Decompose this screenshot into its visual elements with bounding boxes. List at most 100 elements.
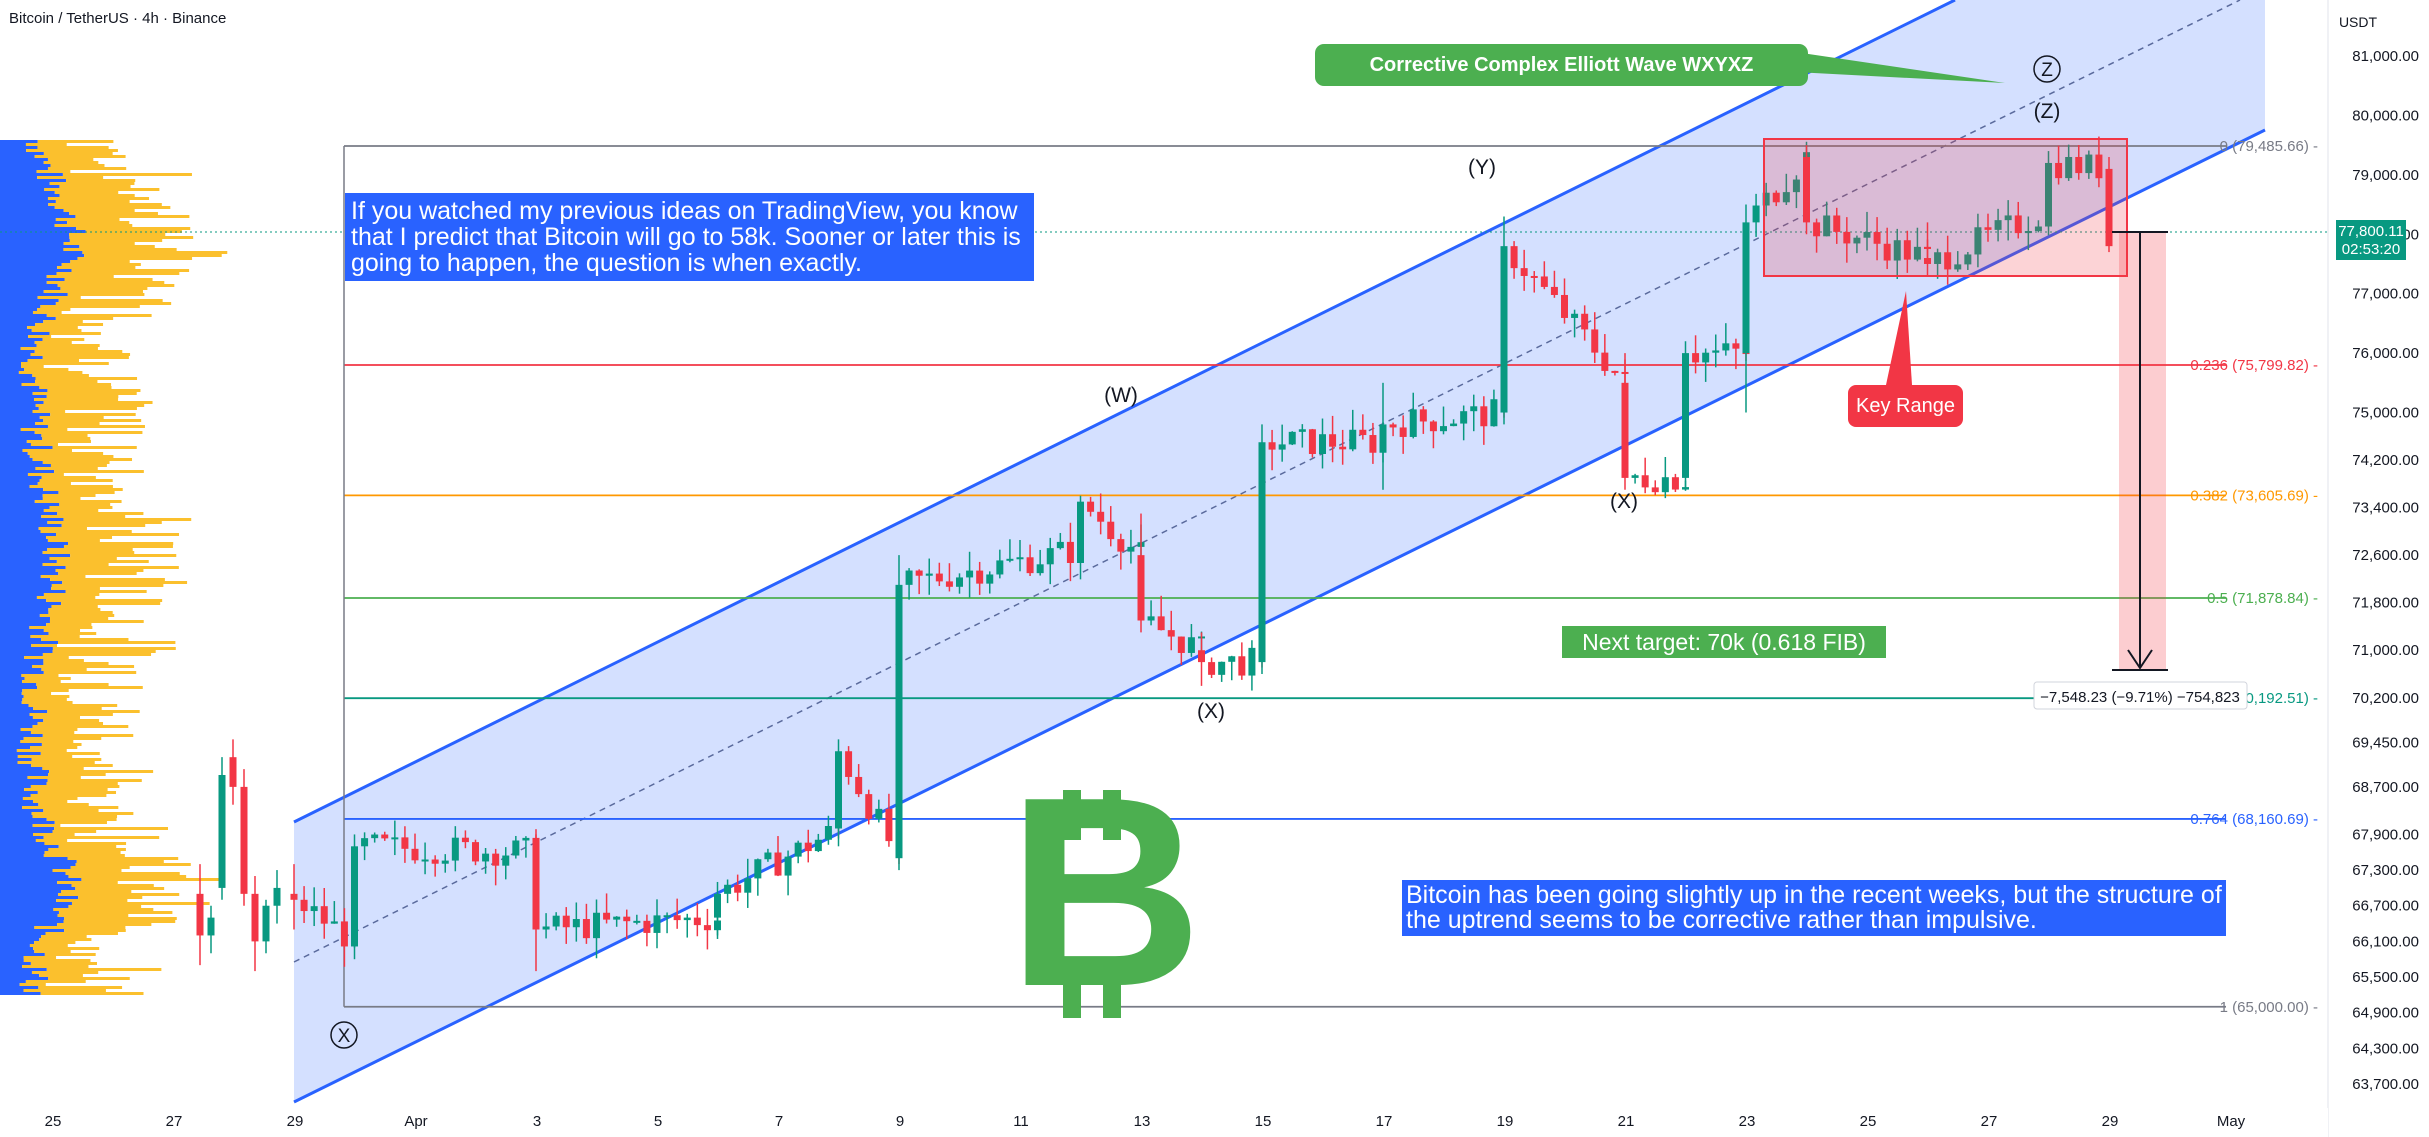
candle-body [240,786,248,894]
volume-profile-bar [56,533,180,536]
candle-body [2055,162,2063,179]
wave-label-circle-x [330,1021,358,1049]
volume-profile-bar [0,581,63,584]
fib-label-1: 0.236 (75,799.82) - [2190,357,2318,374]
volume-profile-bar [0,866,71,869]
volume-profile-bar [0,890,62,893]
symbol-header[interactable]: Bitcoin / TetherUS · 4h · Binance [9,10,227,27]
candle-body [1258,442,1266,663]
volume-profile-bar [47,521,162,524]
volume-profile-bar [0,914,58,917]
time-tick-16: 27 [1981,1113,1998,1130]
volume-profile-bar [20,740,74,743]
next-target-note[interactable]: Next target: 70k (0.618 FIB) [1562,626,1886,658]
price-tick-14: 68,700.00 [2352,779,2419,796]
fib-label-3: 0.5 (71,878.84) - [2207,590,2318,607]
volume-profile-bar [46,314,152,317]
volume-profile-bar [0,947,34,950]
price-tick-19: 65,500.00 [2352,969,2419,986]
bitcoin-logo-icon: B [1008,742,1203,1043]
time-axis-bg[interactable] [0,1108,2328,1137]
volume-profile-bar [0,200,56,203]
volume-profile-bar [0,641,58,644]
candle-body [310,906,318,912]
channel-lower-line[interactable] [293,128,2266,1104]
volume-profile-bar [0,455,30,458]
currency-label[interactable]: USDT [2339,14,2378,30]
price-axis-bg[interactable] [2328,0,2429,1137]
volume-profile-bar [0,599,47,602]
volume-profile-bar [34,398,119,401]
candle-body [1056,541,1064,549]
candle-body [1641,475,1649,488]
volume-profile-bar [0,263,62,266]
volume-profile-bar [22,689,69,692]
volume-profile-bar [24,656,69,659]
prediction-note[interactable]: If you watched my previous ideas on Trad… [345,193,1034,281]
volume-profile-bar [76,860,164,863]
volume-profile-bar [66,179,136,182]
volume-profile-bar [43,419,142,422]
channel-upper-line[interactable] [293,0,1956,824]
volume-profile-bar [0,371,19,374]
volume-profile-bar [0,758,32,761]
volume-profile-bar [0,500,35,503]
volume-profile-bar [0,521,48,524]
candle-body [461,837,469,843]
candle-body [693,917,701,926]
volume-profile-bar [50,617,109,620]
fib-label-5: 0.764 (68,160.69) - [2190,811,2318,828]
volume-profile-bar [50,413,136,416]
volume-profile-bar [43,290,143,293]
price-tick-15: 67,900.00 [2352,826,2419,843]
volume-profile-bar [0,464,51,467]
candle-body [1984,227,1992,230]
volume-profile-bar [36,683,109,686]
volume-profile-bar [30,785,120,788]
volume-profile-bar [47,425,145,428]
volume-profile-bar [0,926,35,929]
candle-body [2085,154,2093,174]
volume-profile-bar [0,152,44,155]
candle-body [714,893,721,918]
candle-body [1883,243,1891,261]
volume-profile-bar [0,980,26,983]
volume-profile-bar [0,458,33,461]
key-range-box[interactable] [1763,138,2128,277]
volume-profile-bar [0,233,70,236]
volume-profile-bar [0,722,38,725]
volume-profile-bar [76,227,191,230]
volume-profile-bar [39,416,104,419]
price-tick-22: 63,700.00 [2352,1076,2419,1093]
volume-profile-bar [30,962,97,965]
volume-profile-bar [58,491,115,494]
volume-profile-bar [58,911,173,914]
volume-profile-bar [0,236,70,239]
structure-note[interactable]: Bitcoin has been going slightly up in th… [1402,880,2226,936]
volume-profile-bar [0,575,41,578]
candle-body [522,837,530,841]
volume-profile-bar [53,908,154,911]
volume-profile-bar [43,659,84,662]
candle-body [1631,475,1639,478]
key-range-callout[interactable]: Key Range [1848,385,1963,427]
volume-profile-bar [24,788,108,791]
volume-profile-bar [0,218,56,221]
volume-profile-bar [23,695,70,698]
volume-profile-bar [0,518,64,521]
projection-zone[interactable] [2119,232,2166,670]
volume-profile-bar [81,878,220,881]
volume-profile-bar [0,374,33,377]
volume-profile-bar [0,605,52,608]
volume-profile-bar [0,497,43,500]
volume-profile-bar [47,158,94,161]
candle-body [512,840,520,856]
volume-profile-bar [0,971,32,974]
elliott-callout[interactable]: Corrective Complex Elliott Wave WXYXZ Co… [1315,44,1808,118]
candle-body [703,925,711,931]
time-tick-14: 23 [1739,1113,1756,1130]
price-tick-20: 64,900.00 [2352,1005,2419,1022]
fibonacci-retracement[interactable]: 0 (79,485.66) - 0.236 (75,799.82) - 0.382 … [0,138,2328,1016]
volume-profile-bar [23,737,102,740]
